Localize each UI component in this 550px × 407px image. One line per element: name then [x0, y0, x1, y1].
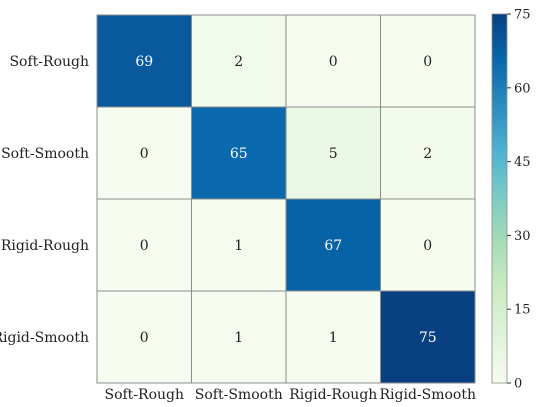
colorbar-tick-label: 75: [514, 8, 531, 23]
cell-value-label: 67: [324, 238, 342, 254]
x-tick-label: Soft-Smooth: [195, 387, 283, 403]
cell-value-label: 0: [140, 146, 149, 162]
heatmap-cell: [191, 290, 287, 384]
heatmap-cells: 69 2 0 0 0 65 5 2 0 1 67 0 0 1 1 75: [96, 14, 476, 384]
heatmap-cell: [285, 14, 381, 108]
heatmap-cell: [191, 14, 287, 108]
cell-value-label: 69: [135, 54, 153, 70]
y-tick-label: Rigid-Smooth: [0, 330, 89, 346]
colorbar-tick-label: 45: [514, 155, 531, 170]
heatmap-cell: [380, 198, 476, 292]
colorbar-tick-label: 30: [514, 229, 531, 244]
cell-value-label: 5: [329, 146, 338, 162]
heatmap-cell: [191, 106, 287, 200]
cell-value-label: 1: [234, 238, 243, 254]
y-tick-label: Soft-Rough: [9, 54, 89, 70]
heatmap-cell: [191, 198, 287, 292]
cell-value-label: 75: [419, 330, 437, 346]
heatmap-cell: [380, 290, 476, 384]
x-axis-tick-labels: Soft-Rough Soft-Smooth Rigid-Rough Rigid-Sm…: [104, 387, 476, 403]
heatmap-cell: [96, 14, 192, 108]
heatmap-cell: [96, 290, 192, 384]
y-axis-tick-labels: Soft-Rough Soft-Smooth Rigid-Rough Rigid-Sm…: [0, 54, 89, 346]
heatmap-cell: [96, 106, 192, 200]
colorbar-tick-label: 15: [514, 303, 531, 318]
cell-value-label: 2: [234, 54, 243, 70]
y-tick-label: Soft-Smooth: [1, 146, 89, 162]
colorbar-tick-label: 60: [514, 81, 531, 96]
cell-value-label: 65: [230, 146, 248, 162]
x-tick-label: Soft-Rough: [104, 387, 184, 403]
cell-value-label: 1: [234, 330, 243, 346]
colorbar-tick-label: 0: [514, 377, 522, 392]
y-tick-label: Rigid-Rough: [1, 238, 89, 254]
cell-value-label: 0: [140, 238, 149, 254]
heatmap-cell: [285, 290, 381, 384]
cell-value-label: 0: [423, 238, 432, 254]
heatmap-cell: [380, 14, 476, 108]
cell-value-label: 0: [140, 330, 149, 346]
colorbar: 0 15 30 45 60 75: [491, 8, 531, 392]
cell-value-label: 2: [423, 146, 432, 162]
x-tick-label: Rigid-Smooth: [379, 387, 476, 403]
cell-value-label: 0: [329, 54, 338, 70]
cell-value-label: 1: [329, 330, 338, 346]
x-tick-label: Rigid-Rough: [289, 387, 377, 403]
heatmap-cell: [380, 106, 476, 200]
colorbar-gradient: [491, 13, 508, 384]
cell-value-label: 0: [423, 54, 432, 70]
